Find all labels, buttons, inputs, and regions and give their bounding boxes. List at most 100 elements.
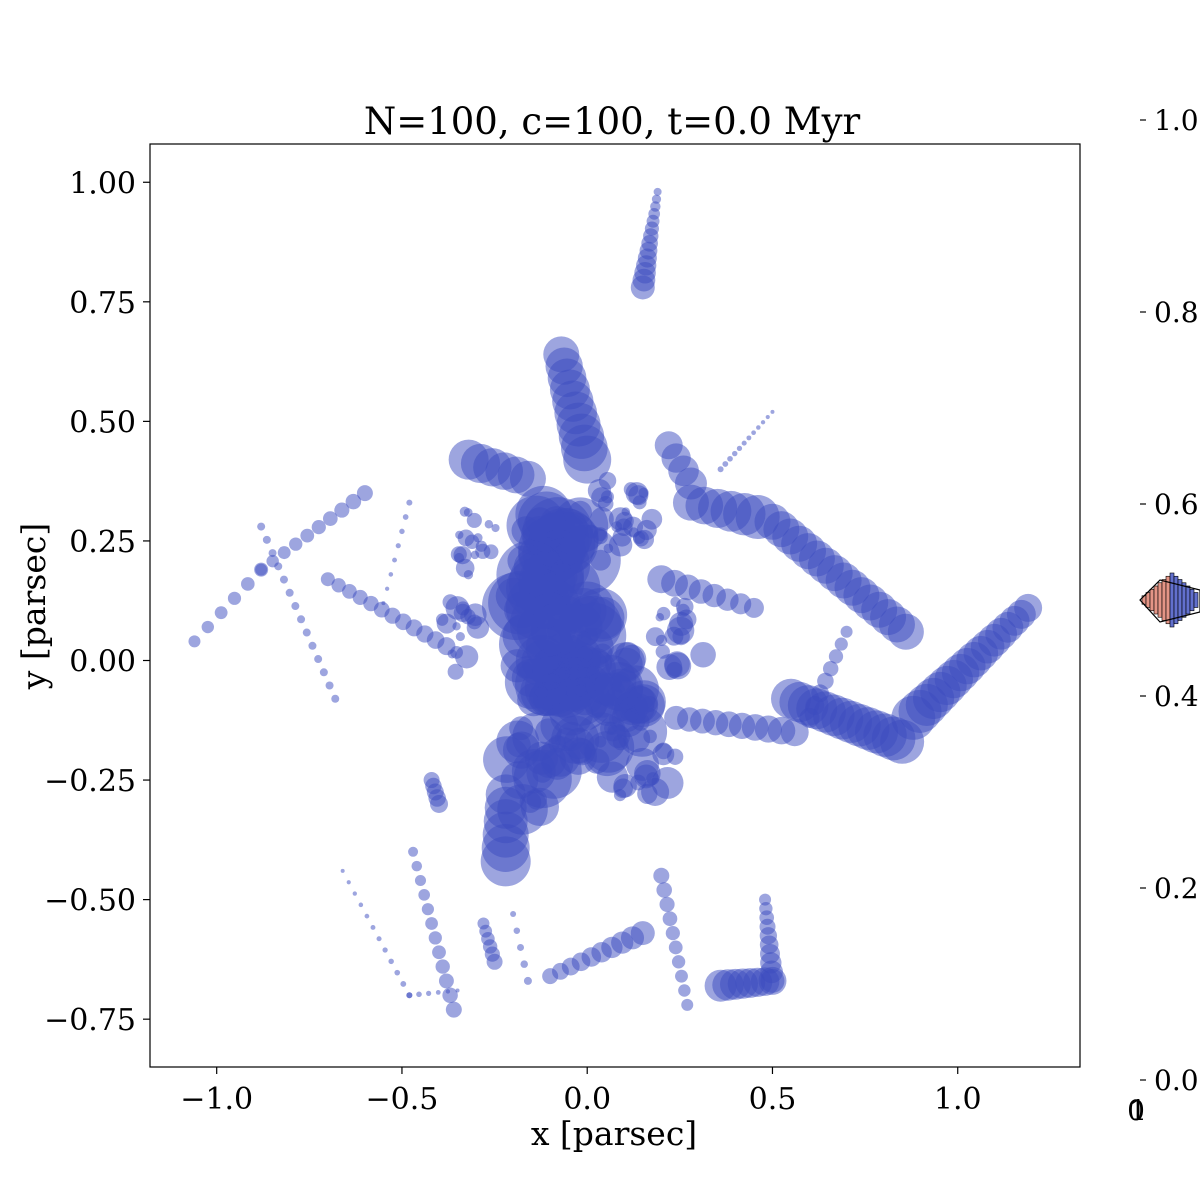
scatter-point (227, 591, 242, 605)
scatter-point (799, 707, 820, 728)
scatter-point (513, 927, 521, 934)
scatter-point (491, 523, 500, 533)
scatter-point (426, 990, 432, 996)
scatter-point (436, 613, 457, 634)
scatter-point (455, 632, 465, 642)
scatter-point (291, 602, 300, 611)
scatter-point (656, 882, 672, 898)
scatter-point (457, 529, 475, 547)
y-tick-label: −0.50 (44, 884, 136, 919)
colorbar-outline (1139, 579, 1200, 623)
colorbar-segment (1193, 592, 1199, 608)
scatter-point (455, 645, 479, 669)
chart-title: N=100, c=100, t=0.0 Myr (364, 100, 861, 143)
scatter-point (331, 694, 340, 703)
colorbar-tick-label: 0.8 (1154, 296, 1199, 329)
x-axis: −1.0 −0.5 0.0 0.5 1.0 (180, 1067, 982, 1117)
scatter-point (727, 455, 733, 462)
y-tick-label: 0.75 (69, 286, 136, 321)
scatter-point (430, 794, 449, 813)
scatter-point (655, 612, 665, 622)
colorbar-segment (1181, 582, 1187, 618)
scatter-point (395, 543, 401, 549)
scatter-point (591, 487, 613, 509)
scatter-point (484, 520, 494, 529)
colorbar-segment (1149, 588, 1155, 612)
scatter-point (473, 533, 483, 543)
scatter-point (532, 656, 566, 690)
scatter-point (760, 420, 766, 425)
scatter-point (486, 953, 503, 970)
scatter-point (388, 958, 394, 965)
scatter-point (388, 572, 394, 577)
scatter-point (311, 520, 326, 535)
scatter-point (527, 594, 562, 629)
scatter-point (627, 686, 656, 715)
colorbar-tick-label: 0.6 (1154, 488, 1199, 521)
scatter-point (590, 507, 614, 531)
x-tick-label: 0.5 (749, 1082, 797, 1117)
scatter-point (352, 891, 357, 896)
colorbar-segment (1189, 588, 1195, 612)
scatter-point (266, 554, 279, 568)
scatter-point (257, 522, 266, 531)
colorbar-segment (1165, 575, 1171, 625)
scatter-point (584, 524, 599, 539)
scatter-point (568, 500, 592, 525)
scatter-point (322, 511, 338, 526)
scatter-point (425, 917, 438, 930)
scatter-point (455, 601, 470, 616)
colorbar-tick-label: 0.4 (1154, 680, 1199, 713)
colorbar-segment (1161, 579, 1167, 621)
scatter-point (653, 867, 670, 884)
scatter-point (537, 529, 580, 573)
scatter-point (656, 654, 683, 680)
scatter-point (411, 860, 423, 872)
scatter-points (188, 187, 1043, 1018)
scatter-point (376, 936, 382, 942)
scatter-point (630, 275, 655, 300)
y-tick-label: 0.50 (69, 405, 136, 440)
scatter-point (400, 981, 407, 987)
scatter-point (736, 445, 743, 451)
scatter-point (671, 955, 686, 969)
scatter-point (308, 641, 317, 650)
scatter-point (655, 644, 670, 659)
scatter-point (668, 940, 683, 955)
scatter-point (402, 514, 409, 520)
scatter-point (523, 976, 532, 985)
scatter-point (466, 512, 482, 528)
scatter-point (743, 597, 764, 618)
scatter-point (822, 660, 839, 677)
y-axis-label: y [parsec] (14, 523, 53, 690)
scatter-point (384, 586, 390, 591)
scatter-point (470, 550, 480, 560)
scatter-point (641, 777, 670, 806)
scatter-point (652, 743, 675, 766)
scatter-point (346, 880, 351, 885)
scatter-point (241, 577, 255, 591)
scatter-point (887, 613, 924, 650)
scatter-point (626, 747, 660, 781)
scatter-point (520, 960, 528, 968)
scatter-point (445, 1001, 462, 1018)
scatter-point (828, 649, 844, 664)
scatter-point (746, 435, 752, 441)
scatter-point (770, 678, 811, 719)
scatter-point (717, 466, 724, 473)
colorbar-segment (1185, 585, 1191, 615)
scatter-point (302, 628, 311, 637)
scatter-point (214, 606, 228, 620)
scatter-point (314, 655, 323, 664)
scatter-point (613, 703, 632, 721)
scatter-point (751, 430, 756, 436)
scatter-point (466, 616, 490, 639)
y-axis: −0.75 −0.50 −0.25 0.00 0.25 0.50 0.75 1.00 (44, 166, 150, 1038)
scatter-point (612, 527, 632, 547)
scatter-point (455, 558, 475, 578)
scatter-point (690, 641, 716, 668)
scatter-point (483, 544, 499, 560)
colorbar-segment (1153, 585, 1159, 615)
colorbar: 0.0 0.2 0.4 0.6 0.8 1.0 01 (1127, 104, 1200, 1127)
scatter-point (732, 450, 738, 457)
